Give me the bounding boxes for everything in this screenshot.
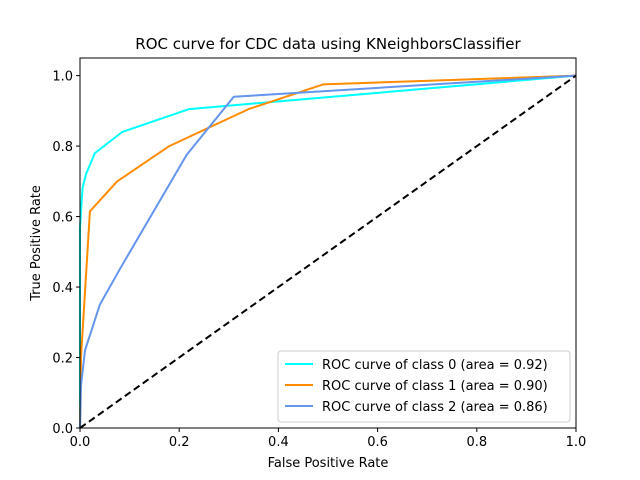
roc-curve-class-2 — [79, 74, 577, 429]
legend-box — [277, 350, 571, 423]
roc-curve-class-0 — [79, 74, 577, 428]
legend-entries: ROC curve of class 0 (area = 0.92) ROC cu… — [285, 358, 548, 415]
y-axis: 0.0 0.2 0.4 0.6 0.8 1.0 — [52, 70, 80, 437]
x-tick-label: 1.0 — [566, 435, 587, 450]
y-tick-label: 0.4 — [52, 281, 73, 296]
y-tick-label: 0.2 — [52, 352, 73, 367]
plot-frame — [79, 57, 577, 429]
chance-diagonal-line — [79, 74, 577, 429]
y-tick-label: 0.6 — [52, 211, 73, 226]
legend: ROC curve of class 0 (area = 0.92) ROC cu… — [277, 350, 571, 423]
legend-label: ROC curve of class 1 (area = 0.90) — [322, 379, 548, 394]
x-tick-label: 0.0 — [70, 435, 91, 450]
series-layer — [79, 74, 577, 429]
x-axis: 0.0 0.2 0.4 0.6 0.8 1.0 — [70, 428, 587, 450]
legend-label: ROC curve of class 0 (area = 0.92) — [322, 358, 548, 373]
y-axis-label: True Positive Rate — [29, 185, 44, 302]
legend-label: ROC curve of class 2 (area = 0.86) — [322, 400, 548, 415]
chart-title: ROC curve for CDC data using KNeighborsC… — [135, 35, 521, 53]
y-tick-label: 1.0 — [52, 70, 73, 85]
x-axis-label: False Positive Rate — [268, 456, 389, 471]
y-tick-label: 0.8 — [52, 140, 73, 155]
roc-curve-class-1 — [79, 74, 577, 429]
y-tick-label: 0.0 — [52, 422, 73, 437]
x-tick-label: 0.8 — [466, 435, 487, 450]
x-tick-label: 0.6 — [367, 435, 388, 450]
x-tick-label: 0.4 — [268, 435, 289, 450]
x-tick-label: 0.2 — [169, 435, 190, 450]
